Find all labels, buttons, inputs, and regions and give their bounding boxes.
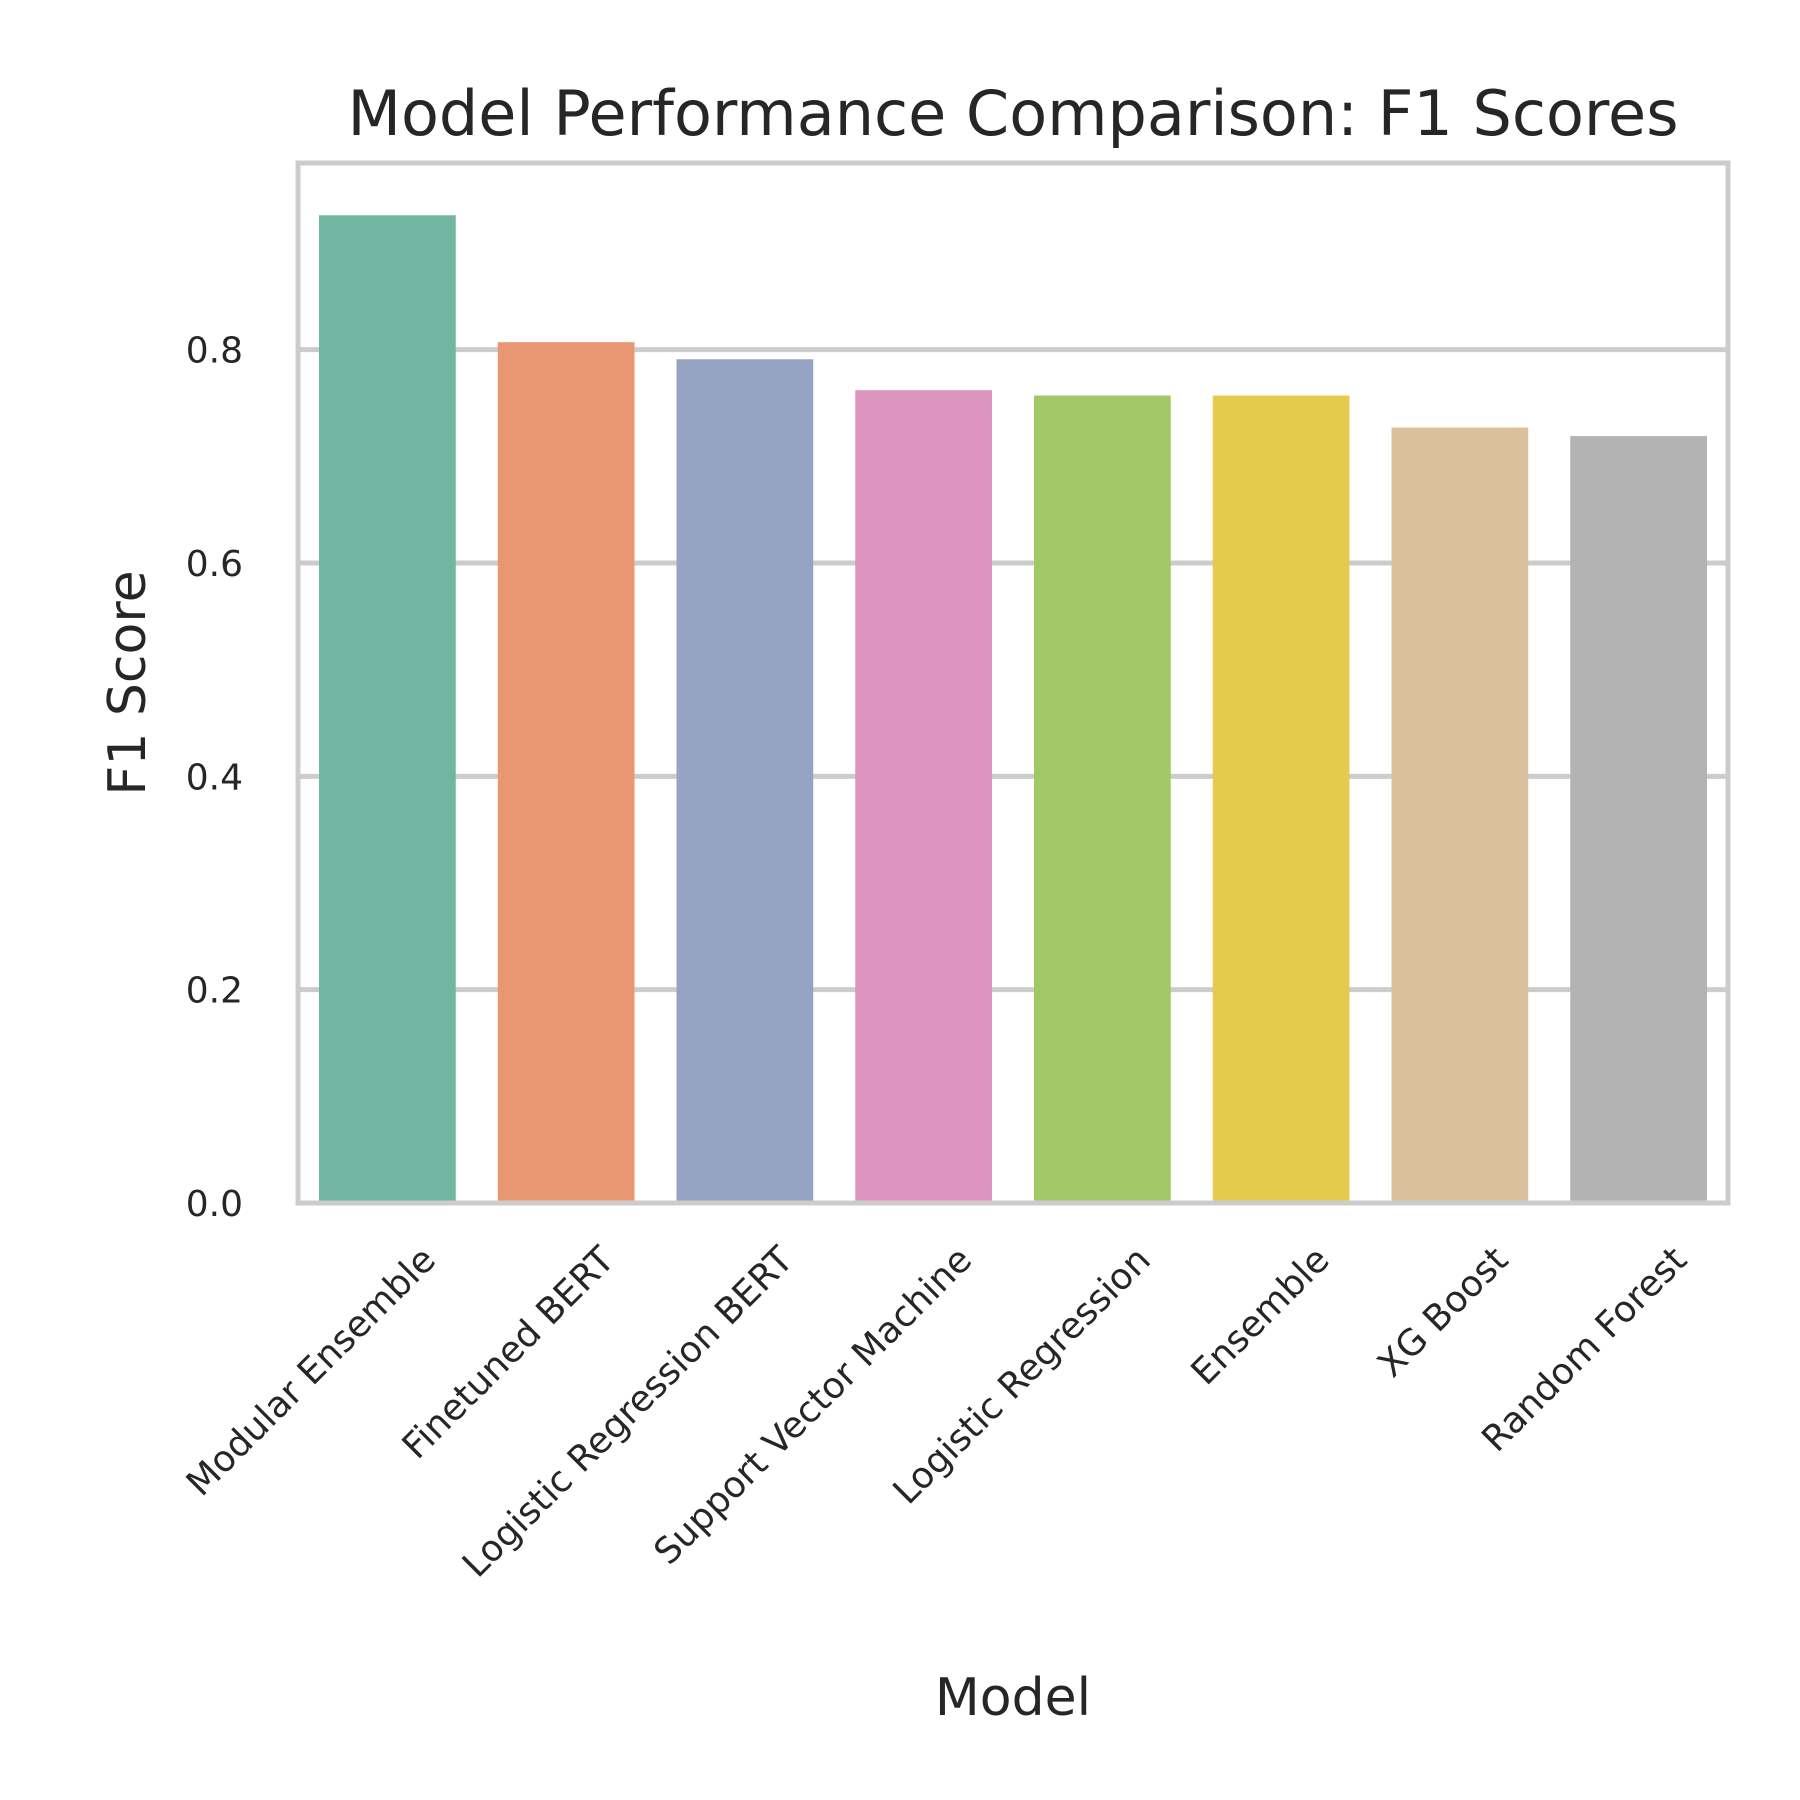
bar xyxy=(319,215,456,1203)
bar xyxy=(1570,436,1707,1204)
x-tick-label: Logistic Regression BERT xyxy=(455,1239,802,1586)
bar xyxy=(676,359,814,1203)
x-tick-label: Modular Ensemble xyxy=(179,1239,444,1504)
x-tick-label: Support Vector Machine xyxy=(646,1239,979,1572)
y-tick-label: 0.8 xyxy=(186,331,243,372)
plot-frame xyxy=(295,160,1731,1206)
x-axis-label: Model xyxy=(935,1668,1091,1728)
x-tick-label: XG Boost xyxy=(1370,1239,1516,1385)
x-tick-label: Ensemble xyxy=(1184,1239,1338,1393)
y-tick-label: 0.2 xyxy=(186,971,243,1012)
y-tick-label: 0.4 xyxy=(186,757,243,798)
bar xyxy=(855,390,992,1203)
y-tick-labels: 0.0 0.2 0.4 0.6 0.8 xyxy=(186,331,243,1225)
bars-layer xyxy=(319,215,1707,1204)
y-axis-label: F1 Score xyxy=(98,570,158,795)
bar xyxy=(1212,395,1350,1203)
bar xyxy=(1034,395,1171,1203)
y-tick-label: 0.0 xyxy=(186,1184,243,1225)
chart-title: Model Performance Comparison: F1 Scores xyxy=(347,77,1678,150)
y-tick-label: 0.6 xyxy=(186,544,243,585)
bar xyxy=(1391,427,1529,1203)
bar xyxy=(497,342,635,1203)
